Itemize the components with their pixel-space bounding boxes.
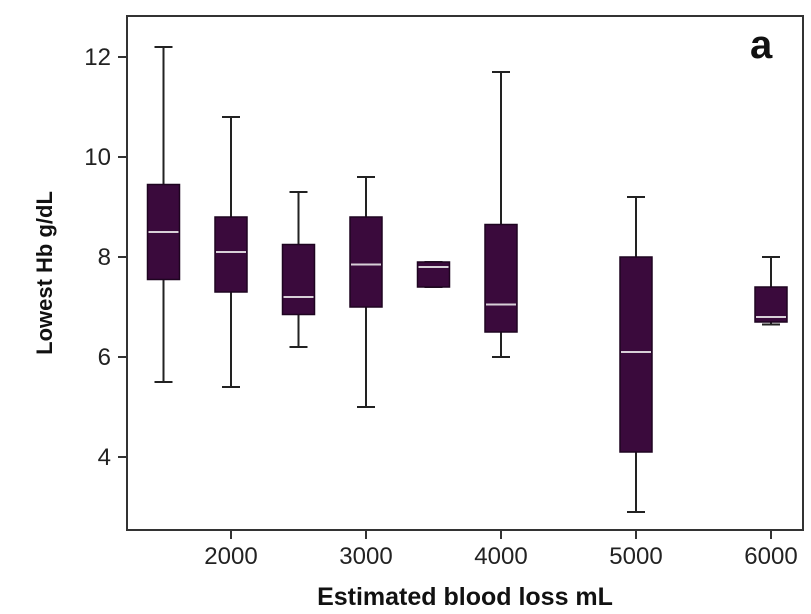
box-iqr: [214, 216, 248, 293]
panel-label: a: [750, 23, 773, 67]
y-tick-label: 8: [98, 244, 111, 271]
box-group: [146, 46, 181, 383]
y-axis: 4 6 8 10 12: [84, 44, 127, 471]
box-group: [619, 196, 653, 513]
box-iqr: [619, 256, 653, 453]
x-axis: 2000 3000 4000 5000 6000: [204, 530, 798, 570]
x-axis-title: Estimated blood loss mL: [317, 583, 613, 611]
box-iqr: [484, 223, 518, 333]
box-group: [416, 261, 451, 288]
x-tick-label: 2000: [204, 543, 257, 570]
y-axis-title: Lowest Hb g/dL: [32, 191, 57, 355]
box-group: [214, 116, 248, 388]
box-group: [281, 191, 316, 348]
y-tick-label: 10: [84, 144, 111, 171]
box-group: [754, 256, 788, 326]
x-tick-label: 3000: [339, 543, 392, 570]
box-iqr: [349, 216, 383, 308]
x-tick-label: 4000: [474, 543, 527, 570]
y-tick-label: 6: [98, 344, 111, 371]
box-group: [349, 176, 383, 408]
x-tick-label: 6000: [744, 543, 797, 570]
y-tick-label: 12: [84, 44, 111, 71]
box-iqr: [281, 243, 316, 316]
y-tick-label: 4: [98, 444, 111, 471]
x-tick-label: 5000: [609, 543, 662, 570]
plot-frame: [126, 15, 804, 531]
box-iqr: [416, 261, 451, 288]
box-series: [146, 46, 788, 513]
box-group: [484, 71, 518, 358]
